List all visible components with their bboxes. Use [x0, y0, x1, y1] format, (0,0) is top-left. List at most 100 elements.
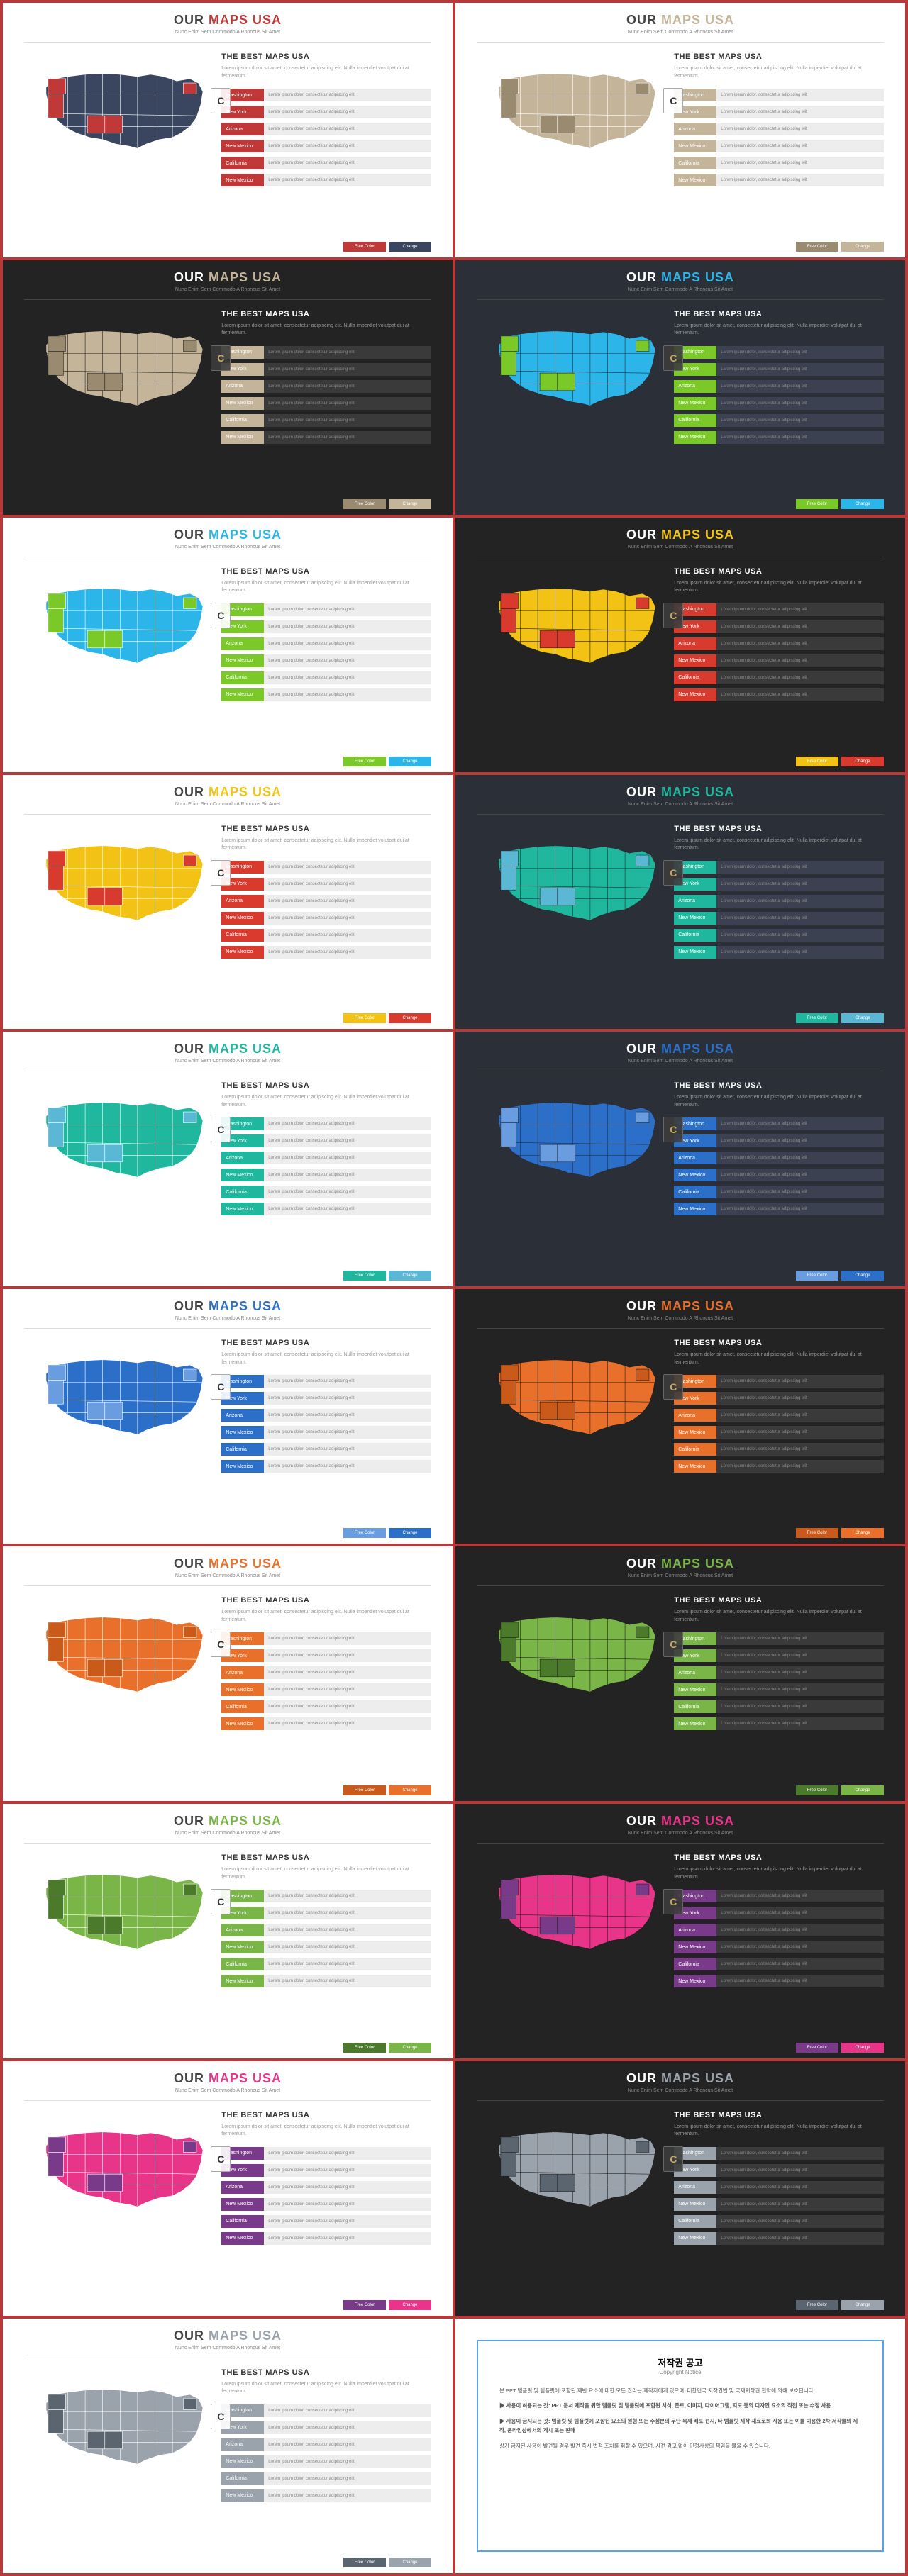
btn-change[interactable]: Change — [841, 1528, 884, 1538]
bar-text: Lorem ipsum dolor, consectetur adipiscin… — [716, 1443, 884, 1456]
btn-free-color[interactable]: Free Color — [343, 2043, 386, 2053]
btn-change[interactable]: Change — [841, 2300, 884, 2310]
bar-text: Lorem ipsum dolor, consectetur adipiscin… — [264, 2404, 431, 2417]
best-desc: Lorem ipsum dolor sit amet, consectetur … — [674, 1609, 884, 1624]
info-column: C THE BEST MAPS USA Lorem ipsum dolor si… — [674, 1339, 884, 1522]
bar-text: Lorem ipsum dolor, consectetur adipiscin… — [716, 929, 884, 942]
info-column: C THE BEST MAPS USA Lorem ipsum dolor si… — [221, 1853, 431, 2037]
bar-label: New Mexico — [221, 1169, 264, 1181]
map-column — [477, 310, 660, 494]
bar-text: Lorem ipsum dolor, consectetur adipiscin… — [264, 2472, 431, 2485]
state-bar: Arizona Lorem ipsum dolor, consectetur a… — [221, 637, 431, 650]
btn-change[interactable]: Change — [389, 2300, 431, 2310]
state-bar: California Lorem ipsum dolor, consectetu… — [221, 1958, 431, 1970]
slide-7: OUR MAPS USA Nunc Enim Sem Commodo A Rho… — [455, 775, 905, 1030]
btn-free-color[interactable]: Free Color — [796, 1528, 838, 1538]
btn-free-color[interactable]: Free Color — [343, 1271, 386, 1281]
state-bar: Arizona Lorem ipsum dolor, consectetur a… — [674, 895, 884, 908]
btn-change[interactable]: Change — [841, 1785, 884, 1795]
btn-change[interactable]: Change — [389, 1528, 431, 1538]
btn-change[interactable]: Change — [389, 757, 431, 766]
info-column: C THE BEST MAPS USA Lorem ipsum dolor si… — [674, 2111, 884, 2295]
state-bar: California Lorem ipsum dolor, consectetu… — [674, 671, 884, 684]
slide-content: C THE BEST MAPS USA Lorem ipsum dolor si… — [3, 45, 453, 257]
bar-label: California — [674, 1958, 716, 1970]
info-column: C THE BEST MAPS USA Lorem ipsum dolor si… — [221, 2111, 431, 2295]
bar-label: New Mexico — [221, 431, 264, 444]
bar-text: Lorem ipsum dolor, consectetur adipiscin… — [264, 174, 431, 186]
badge-icon: C — [663, 1632, 683, 1657]
title-our: OUR — [626, 1042, 657, 1056]
btn-free-color[interactable]: Free Color — [796, 1013, 838, 1023]
btn-change[interactable]: Change — [389, 1785, 431, 1795]
best-title: THE BEST MAPS USA — [674, 1339, 884, 1347]
state-bar: California Lorem ipsum dolor, consectetu… — [221, 1443, 431, 1456]
bar-text: Lorem ipsum dolor, consectetur adipiscin… — [264, 2147, 431, 2160]
title-maps: MAPS USA — [209, 270, 282, 284]
btn-free-color[interactable]: Free Color — [343, 1528, 386, 1538]
btn-change[interactable]: Change — [841, 757, 884, 766]
bar-text: Lorem ipsum dolor, consectetur adipiscin… — [716, 1392, 884, 1405]
btn-change[interactable]: Change — [389, 2043, 431, 2053]
bar-label: California — [221, 1958, 264, 1970]
bar-text: Lorem ipsum dolor, consectetur adipiscin… — [716, 654, 884, 667]
footer-buttons: Free Color Change — [343, 1528, 431, 1538]
title-our: OUR — [626, 1299, 657, 1313]
btn-free-color[interactable]: Free Color — [343, 242, 386, 252]
bar-text: Lorem ipsum dolor, consectetur adipiscin… — [716, 1649, 884, 1662]
slide-subtitle: Nunc Enim Sem Commodo A Rhoncus Sit Amet — [455, 30, 905, 35]
divider — [477, 1843, 884, 1844]
bars-list: Washington Lorem ipsum dolor, consectetu… — [674, 1117, 884, 1215]
usa-map — [477, 52, 660, 157]
state-bar: New Mexico Lorem ipsum dolor, consectetu… — [221, 1941, 431, 1953]
bar-text: Lorem ipsum dolor, consectetur adipiscin… — [716, 1117, 884, 1130]
best-title: THE BEST MAPS USA — [221, 2368, 431, 2377]
btn-change[interactable]: Change — [841, 1013, 884, 1023]
best-title: THE BEST MAPS USA — [674, 2111, 884, 2119]
btn-free-color[interactable]: Free Color — [796, 242, 838, 252]
btn-free-color[interactable]: Free Color — [796, 757, 838, 766]
bar-label: California — [221, 2472, 264, 2485]
bar-label: New Mexico — [221, 140, 264, 152]
btn-change[interactable]: Change — [841, 499, 884, 509]
title-our: OUR — [174, 1042, 204, 1056]
bar-text: Lorem ipsum dolor, consectetur adipiscin… — [264, 1375, 431, 1388]
bars-list: Washington Lorem ipsum dolor, consectetu… — [221, 1375, 431, 1473]
state-bar: New York Lorem ipsum dolor, consectetur … — [674, 2164, 884, 2177]
btn-free-color[interactable]: Free Color — [343, 499, 386, 509]
title-maps: MAPS USA — [661, 2071, 734, 2085]
btn-free-color[interactable]: Free Color — [343, 2300, 386, 2310]
btn-change[interactable]: Change — [841, 1271, 884, 1281]
btn-free-color[interactable]: Free Color — [343, 1013, 386, 1023]
badge-icon: C — [663, 1374, 683, 1400]
slide-title: OUR MAPS USA — [3, 1042, 453, 1056]
btn-change[interactable]: Change — [389, 242, 431, 252]
btn-change[interactable]: Change — [841, 2043, 884, 2053]
btn-free-color[interactable]: Free Color — [796, 2300, 838, 2310]
btn-free-color[interactable]: Free Color — [796, 1785, 838, 1795]
usa-map — [477, 1596, 660, 1701]
best-title: THE BEST MAPS USA — [674, 825, 884, 833]
bar-label: New Mexico — [221, 2455, 264, 2468]
btn-change[interactable]: Change — [389, 499, 431, 509]
btn-change[interactable]: Change — [841, 242, 884, 252]
btn-change[interactable]: Change — [389, 1013, 431, 1023]
slide-content: C THE BEST MAPS USA Lorem ipsum dolor si… — [3, 1846, 453, 2058]
title-maps: MAPS USA — [209, 13, 282, 27]
state-bar: New Mexico Lorem ipsum dolor, consectetu… — [221, 1975, 431, 1987]
btn-free-color[interactable]: Free Color — [796, 2043, 838, 2053]
footer-buttons: Free Color Change — [796, 1271, 884, 1281]
bars-list: Washington Lorem ipsum dolor, consectetu… — [674, 861, 884, 959]
btn-free-color[interactable]: Free Color — [343, 1785, 386, 1795]
btn-free-color[interactable]: Free Color — [796, 1271, 838, 1281]
info-column: C THE BEST MAPS USA Lorem ipsum dolor si… — [674, 825, 884, 1008]
bar-label: New Mexico — [221, 1203, 264, 1215]
state-bar: Washington Lorem ipsum dolor, consectetu… — [221, 1375, 431, 1388]
btn-free-color[interactable]: Free Color — [343, 757, 386, 766]
bar-text: Lorem ipsum dolor, consectetur adipiscin… — [264, 140, 431, 152]
slide-title: OUR MAPS USA — [3, 2071, 453, 2086]
usa-map — [477, 310, 660, 415]
slide-content: C THE BEST MAPS USA Lorem ipsum dolor si… — [3, 303, 453, 515]
btn-free-color[interactable]: Free Color — [796, 499, 838, 509]
btn-change[interactable]: Change — [389, 1271, 431, 1281]
